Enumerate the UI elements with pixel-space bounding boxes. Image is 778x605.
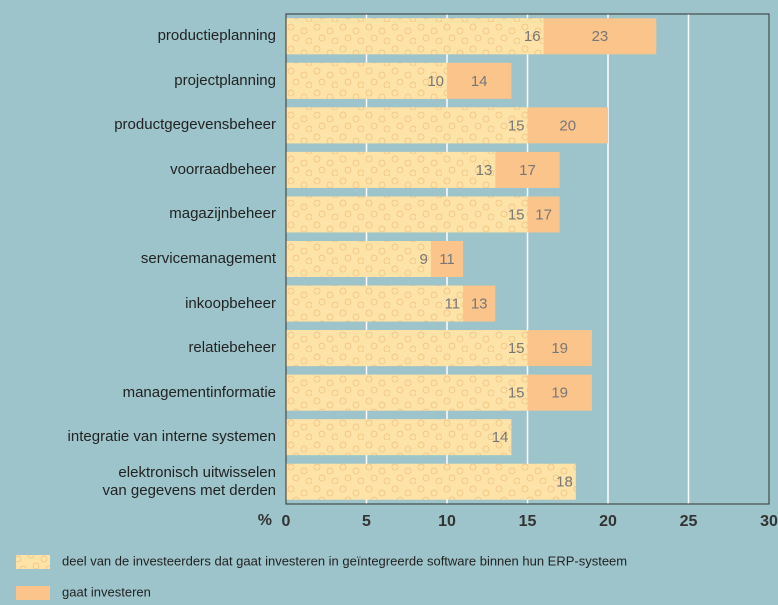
value-label: 15 (508, 385, 525, 402)
value-label: 13 (476, 162, 493, 179)
category-label: magazijnbeheer (169, 205, 276, 223)
category-label: productieplanning (157, 27, 276, 45)
value-label: 15 (508, 206, 525, 223)
x-tick-label: 5 (362, 513, 371, 530)
value-label: 14 (492, 429, 509, 446)
bar (286, 374, 528, 411)
x-tick-label: 15 (519, 513, 537, 530)
x-tick-label: 20 (599, 513, 617, 530)
legend-swatch (16, 586, 50, 600)
category-label: elektronisch uitwisselen van gegevens me… (102, 463, 276, 499)
value-label: 15 (508, 340, 525, 357)
value-label: 18 (556, 474, 573, 491)
category-label: voorraadbeheer (170, 160, 276, 178)
bar (286, 107, 528, 144)
bar (286, 330, 528, 367)
bar (286, 151, 496, 188)
value-label: 15 (508, 117, 525, 134)
plot-border (285, 13, 770, 505)
bar (286, 419, 512, 456)
bar (286, 18, 544, 55)
value-label: 11 (439, 251, 455, 268)
legend-label: deel van de investeerders dat gaat inves… (62, 553, 627, 568)
value-label: 14 (471, 73, 488, 90)
category-label: servicemanagement (140, 250, 276, 267)
value-label: 13 (471, 296, 488, 313)
value-label: 20 (559, 117, 576, 134)
x-tick-label: 0 (282, 513, 291, 530)
category-label: inkoopbeheer (185, 294, 276, 312)
category-label: relatiebeheer (188, 339, 276, 357)
value-label: 17 (519, 162, 536, 179)
value-label: 17 (535, 206, 552, 223)
bar (286, 196, 528, 233)
x-tick-label: 10 (438, 513, 456, 530)
category-label: managementinformatie (122, 383, 276, 401)
value-label: 9 (420, 251, 428, 268)
bar (286, 241, 431, 277)
bar (286, 62, 447, 99)
value-label: 10 (427, 73, 444, 90)
value-label: 23 (592, 28, 609, 45)
bar (286, 285, 464, 322)
x-axis-label: % (258, 512, 272, 529)
legend-swatch (16, 555, 50, 569)
value-label: 11 (445, 296, 461, 313)
category-label: projectplanning (174, 71, 276, 89)
category-label: integratie van interne systemen (67, 428, 276, 446)
category-label: productgegevensbeheer (114, 116, 276, 134)
legend-label: gaat investeren (62, 584, 151, 599)
value-label: 19 (551, 340, 568, 357)
bar (286, 463, 576, 500)
x-tick-label: 30 (760, 513, 778, 530)
value-label: 16 (524, 28, 541, 45)
x-tick-label: 25 (680, 513, 698, 530)
value-label: 19 (551, 385, 568, 402)
